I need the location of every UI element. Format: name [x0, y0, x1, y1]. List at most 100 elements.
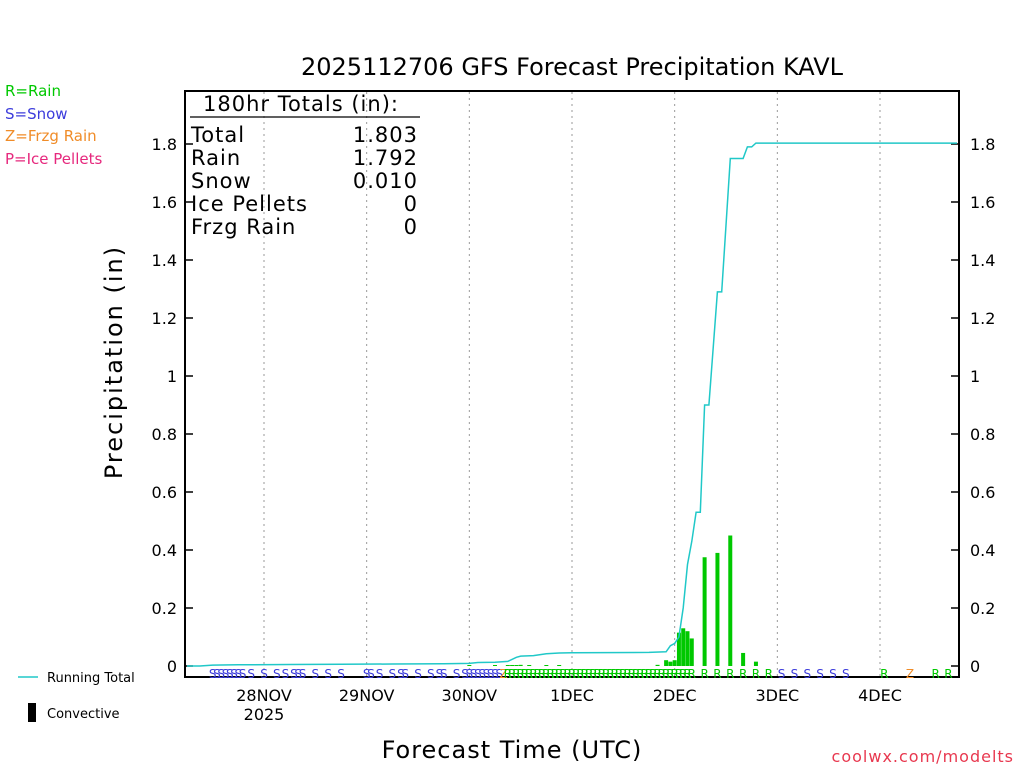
y-axis-ticks: 0 00.2 0.20.4 0.40.6 0.60.8 0.81 11.2 1.21.4 1.4…	[152, 135, 996, 676]
ptype-marker: Z	[499, 667, 507, 681]
y-tick-label-right: 1.8	[970, 135, 995, 154]
ptype-marker: R	[765, 667, 773, 681]
ptype-marker: S	[842, 667, 850, 681]
legend-convective-swatch	[28, 703, 36, 722]
ptype-marker: S	[483, 667, 491, 681]
ptype-marker: R	[508, 667, 516, 681]
ptype-marker: R	[568, 667, 576, 681]
ptype-marker: S	[222, 667, 230, 681]
plot-frame	[184, 90, 960, 678]
ptype-marker: R	[700, 667, 708, 681]
ptype-marker: R	[559, 667, 567, 681]
ptype-marker: R	[683, 667, 691, 681]
ptype-marker: S	[324, 667, 332, 681]
ptype-marker: R	[623, 667, 631, 681]
ptype-marker: Z	[906, 667, 914, 681]
totals-value-total: 1.803	[353, 123, 418, 147]
ptype-marker: S	[401, 667, 409, 681]
ptype-marker: R	[504, 667, 512, 681]
ptype-marker: S	[778, 667, 786, 681]
ptype-marker: S	[290, 667, 298, 681]
ptype-marker: S	[299, 667, 307, 681]
ptype-marker: S	[239, 667, 247, 681]
credit-text: coolwx.com/modelts	[832, 747, 1014, 766]
ptype-marker: R	[525, 667, 533, 681]
legend-frzg-rain: Z=Frzg Rain	[5, 127, 97, 145]
totals-label-frzg-rain: Frzg Rain	[191, 215, 296, 239]
y-axis-label: Precipitation (in)	[100, 245, 128, 479]
totals-value-snow: 0.010	[353, 169, 418, 193]
ptype-marker: S	[389, 667, 397, 681]
precip-bar	[557, 665, 562, 666]
precip-bar	[676, 632, 681, 666]
y-tick-label-right: 1.2	[970, 309, 995, 328]
totals-value-frzg-rain: 0	[404, 215, 418, 239]
ptype-marker: S	[487, 667, 495, 681]
x-tick-label: 29NOV	[339, 686, 395, 705]
ptype-marker: R	[542, 667, 550, 681]
y-tick-label-left: 1	[167, 367, 177, 386]
ptype-marker: S	[397, 667, 405, 681]
ptype-marker: R	[521, 667, 529, 681]
ptype-marker: R	[641, 667, 649, 681]
totals-label-ice-pellets: Ice Pellets	[191, 192, 308, 216]
ptype-marker: R	[593, 667, 601, 681]
legend-running-total: Running Total	[47, 671, 135, 686]
ptype-marker: R	[516, 667, 524, 681]
ptype-marker: S	[209, 667, 217, 681]
ptype-marker: R	[534, 667, 542, 681]
y-tick-label-right: 1	[970, 367, 980, 386]
x-tick-label: 1DEC	[550, 686, 594, 705]
ptype-marker: R	[551, 667, 559, 681]
ptype-marker: S	[273, 667, 281, 681]
ptype-marker: R	[662, 667, 670, 681]
ptype-marker: S	[453, 667, 461, 681]
ptype-marker: R	[670, 667, 678, 681]
ptype-marker: R	[931, 667, 939, 681]
precip-bar	[685, 631, 690, 666]
ptype-marker: R	[576, 667, 584, 681]
totals-value-rain: 1.792	[353, 146, 418, 170]
ptype-marker: S	[260, 667, 268, 681]
ptype-marker: S	[230, 667, 238, 681]
ptype-marker: R	[636, 667, 644, 681]
y-tick-label-left: 1.8	[152, 135, 177, 154]
x-tick-label: 30NOV	[442, 686, 498, 705]
ptype-marker: S	[226, 667, 234, 681]
legend-rain: R=Rain	[5, 82, 61, 100]
precip-bar	[518, 664, 523, 666]
ptype-marker: R	[649, 667, 657, 681]
precip-bar	[715, 552, 720, 666]
totals-label-snow: Snow	[191, 169, 252, 193]
precip-bar	[514, 665, 519, 666]
precip-bar	[689, 638, 694, 666]
precip-bar	[505, 665, 510, 666]
totals-box: 180hr Totals (in): Total 1.803 Rain 1.79…	[190, 92, 420, 239]
ptype-marker: S	[491, 667, 499, 681]
ptype-marker: R	[581, 667, 589, 681]
y-tick-label-right: 1.6	[970, 193, 995, 212]
ptype-marker: S	[791, 667, 799, 681]
ptype-marker: R	[555, 667, 563, 681]
totals-label-total: Total	[190, 123, 245, 147]
ptype-marker: R	[611, 667, 619, 681]
ptype-marker: S	[816, 667, 824, 681]
x-tick-sublabel: 2025	[244, 705, 285, 724]
running-total-line	[187, 142, 957, 667]
precip-bar	[655, 664, 660, 666]
x-axis-label: Forecast Time (UTC)	[382, 736, 643, 764]
y-tick-label-left: 0.8	[152, 425, 177, 444]
precip-bar	[544, 665, 549, 666]
ptype-marker: R	[675, 667, 683, 681]
y-tick-label-left: 1.6	[152, 193, 177, 212]
ptype-marker: R	[564, 667, 572, 681]
y-tick-label-right: 0	[970, 657, 980, 676]
precip-bar	[493, 665, 497, 666]
precip-bar	[664, 660, 669, 666]
precip-bar	[741, 652, 746, 666]
y-tick-label-right: 0.2	[970, 599, 995, 618]
ptype-marker: S	[466, 667, 474, 681]
ptype-marker: R	[653, 667, 661, 681]
vertical-gridlines	[263, 92, 881, 676]
